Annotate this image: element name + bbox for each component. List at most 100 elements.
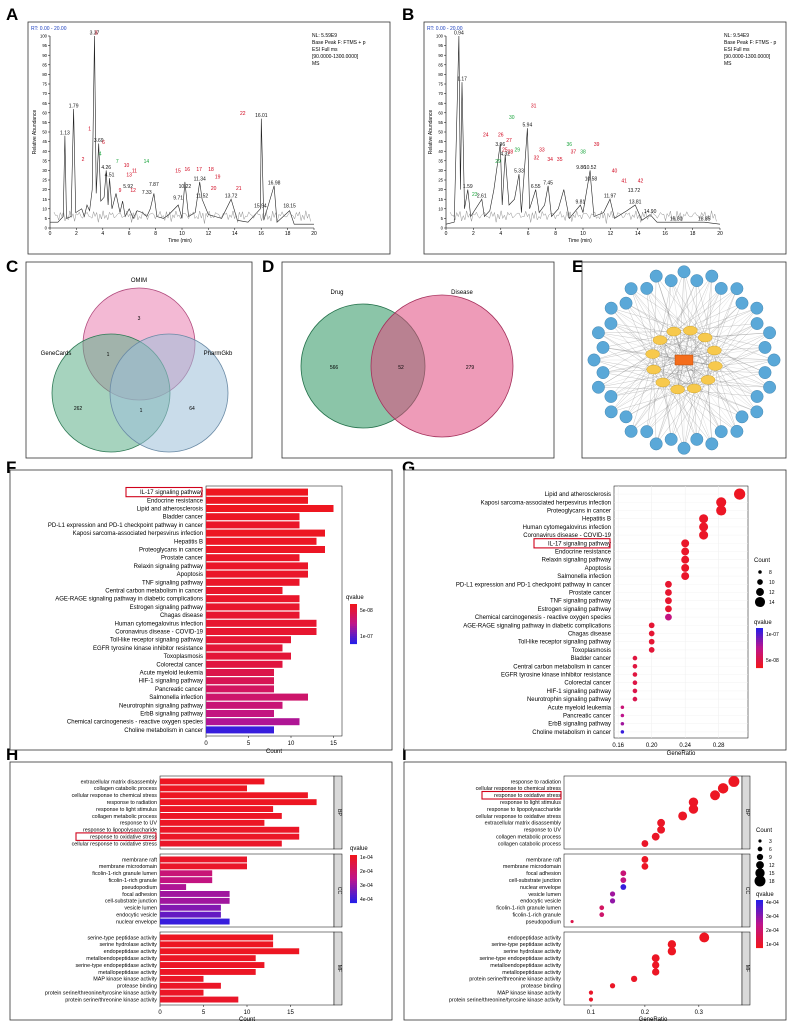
chrom-a-peak-label: 2 <box>82 157 85 163</box>
chrom-a-peak-label: 3.37 <box>90 31 100 37</box>
kegg-dot-label: Bladder cancer <box>571 656 611 662</box>
kegg-bar-legend-label: 5e-08 <box>360 608 373 614</box>
go-bar-label: endocytic vesicle <box>116 912 157 918</box>
network-node-outer <box>750 390 764 403</box>
chrom-b-peak-label: 3.96 <box>495 142 505 148</box>
chrom-b-y-tick-label: 15 <box>438 197 443 202</box>
network-node-outer <box>763 380 776 394</box>
chrom-b-y-tick-label: 95 <box>438 43 443 48</box>
chrom-a-y-tick-label: 25 <box>42 178 47 183</box>
header-a-0: NL: 5.59E9 <box>312 33 337 39</box>
go-bar-label: serine-type endopeptidase activity <box>75 963 157 969</box>
go-dot <box>657 825 666 834</box>
network-node-outer <box>604 301 618 315</box>
chrom-b-x-tick-label: 8 <box>554 231 557 237</box>
chrom-b-x-tick-label: 4 <box>499 231 502 237</box>
kegg-dot-label: Coronavirus disease - COVID-19 <box>523 533 611 539</box>
go-bar <box>160 989 204 996</box>
chrom-a-y-tick-label: 70 <box>42 91 47 96</box>
kegg-dot <box>648 622 655 629</box>
chromatogram-a: RT: 0.00 - 20.00 NL: 5.59E9 Base Peak F:… <box>27 21 391 255</box>
panel-label-b: B <box>402 5 414 24</box>
chrom-b-y-tick-label: 45 <box>438 139 443 144</box>
chrom-b-peak-label: 34 <box>547 157 553 163</box>
kegg-dot <box>620 705 625 710</box>
chrom-b-y-tick-label: 60 <box>438 110 443 115</box>
kegg-dot-label: Choline metabolism in cancer <box>532 730 611 736</box>
kegg-bar <box>206 529 325 537</box>
kegg-bar-label: Pancreatic cancer <box>155 687 203 693</box>
kegg-dot-label: Chagas disease <box>568 632 612 638</box>
kegg-dot-label: Human cytomegalovirus infection <box>523 525 611 531</box>
go-dot-label: MAP kinase kinase activity <box>497 990 561 996</box>
kegg-dot <box>648 638 655 645</box>
chrom-a-x-tick-label: 0 <box>49 231 52 237</box>
go-bar-xlabel: Count <box>239 1017 255 1023</box>
chrom-a-y-tick-label: 35 <box>42 158 47 163</box>
kegg-bar-label: IL-17 signaling pathway <box>140 490 203 496</box>
kegg-dot <box>681 547 690 556</box>
chrom-b-peak-label: 13.72 <box>628 188 641 194</box>
kegg-bar-label: Apoptosis <box>177 572 203 578</box>
chrom-b-y-tick-label: 55 <box>438 120 443 125</box>
chrom-a-y-tick-label: 75 <box>42 82 47 87</box>
chrom-b-y-tick-label: 10 <box>438 206 443 211</box>
chrom-a-peak-label: 3.69 <box>94 138 104 144</box>
go-bar <box>160 911 221 918</box>
network-node-outer <box>730 424 744 438</box>
go-dot-label: ficolin-1-rich granule lumen <box>496 906 561 912</box>
go-dot-xlabel: GeneRatio <box>639 1017 668 1023</box>
go-bar-label: collagen metabolic process <box>92 814 157 820</box>
chrom-b-y-tick-label: 80 <box>438 72 443 77</box>
kegg-dot-label: HIF-1 signaling pathway <box>547 689 611 695</box>
go-dot-label: endocytic vesicle <box>520 899 561 905</box>
go-dot-label: membrane raft <box>526 857 562 863</box>
chrom-b-peak-label: 5.33 <box>514 169 524 175</box>
go-dot-size-legend-label: 3 <box>769 839 772 845</box>
chrom-a-y-tick-label: 0 <box>45 226 48 231</box>
network-node-inner <box>686 383 702 394</box>
go-dot-label: nuclear envelope <box>520 885 561 891</box>
network-node-inner <box>683 325 698 336</box>
chrom-b-y-tick-label: 50 <box>438 130 443 135</box>
kegg-dot-color-legend-label: 1e-07 <box>766 632 779 638</box>
kegg-bar-x-tick: 5 <box>247 741 251 747</box>
network-node-outer <box>640 425 654 439</box>
kegg-dot <box>665 597 672 605</box>
go-dot-size-legend-label: 18 <box>769 879 775 885</box>
kegg-bar-label: ErbB signaling pathway <box>140 712 203 718</box>
chrom-a-peak-label: 10.22 <box>179 184 192 190</box>
network-node-inner <box>655 377 671 388</box>
network-node-outer <box>619 410 633 424</box>
go-bar-label: MAP kinase kinase activity <box>93 977 157 983</box>
chrom-a-x-tick-label: 2 <box>75 231 78 237</box>
chrom-b-peak-label: 11.97 <box>604 194 616 200</box>
network-node-outer <box>705 437 719 451</box>
go-dot-group-label: CC <box>744 887 750 895</box>
go-bar <box>160 904 221 911</box>
go-bar <box>160 799 317 806</box>
kegg-bar-label: Acute myeloid leukemia <box>140 671 204 677</box>
chrom-b-peak-label: 10.58 <box>585 176 598 182</box>
kegg-dot-label: Toxoplasmosis <box>572 648 611 654</box>
kegg-dot-label: ErbB signaling pathway <box>548 722 611 728</box>
kegg-dot-label: Colorectal cancer <box>564 681 611 687</box>
go-dot-label: ficolin-1-rich granule <box>512 912 561 918</box>
kegg-dot-label: TNF signaling pathway <box>550 599 611 605</box>
go-dot-label: collagen metabolic process <box>496 834 561 840</box>
network-node-outer <box>767 353 781 367</box>
chrom-a-peak-label: 21 <box>236 186 242 192</box>
kegg-bar <box>206 554 300 562</box>
venn-d-drug-only: 566 <box>330 365 339 371</box>
venn-c-pharmgkb-circle <box>109 333 229 453</box>
go-dot <box>678 811 688 821</box>
kegg-dot-x-tick: 0.16 <box>612 743 624 749</box>
chrom-b-peak-label: 29 <box>514 148 520 154</box>
kegg-dot-label: Relaxin signaling pathway <box>542 558 611 564</box>
go-bar-label: extracellular matrix disassembly <box>81 779 158 785</box>
kegg-bar <box>206 726 274 734</box>
kegg-bar <box>206 595 300 603</box>
chrom-a-peak-label: 15 <box>175 169 181 175</box>
